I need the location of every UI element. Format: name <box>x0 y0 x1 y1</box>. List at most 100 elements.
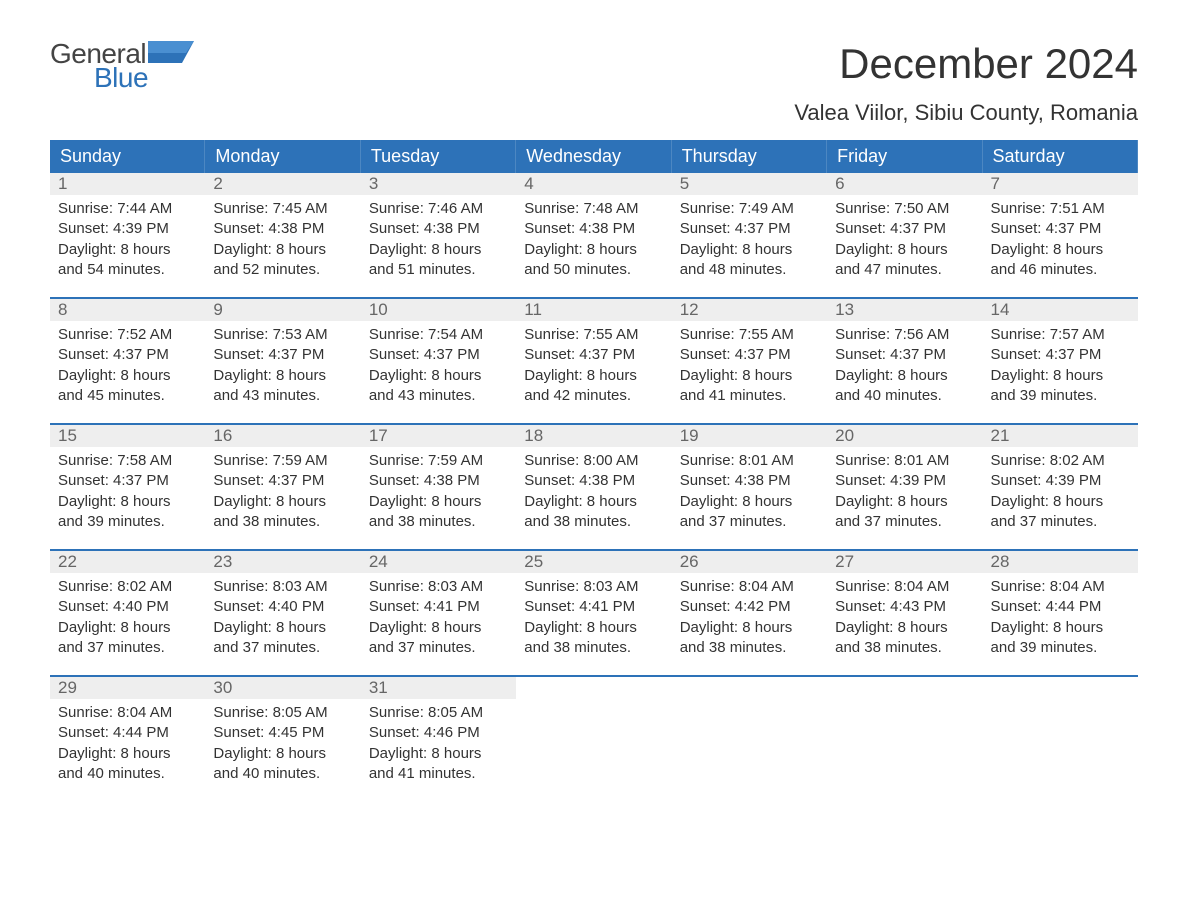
day-line-d1: Daylight: 8 hours <box>991 618 1130 638</box>
day-line-d1: Daylight: 8 hours <box>369 366 508 386</box>
day-number: 22 <box>50 551 205 573</box>
day-line-d1: Daylight: 8 hours <box>835 492 974 512</box>
day-number-empty <box>516 677 671 699</box>
day-cell: 26Sunrise: 8:04 AMSunset: 4:42 PMDayligh… <box>672 551 827 675</box>
day-line-sunrise: Sunrise: 7:55 AM <box>524 325 663 345</box>
day-number-empty <box>827 677 982 699</box>
day-number: 27 <box>827 551 982 573</box>
calendar: Sunday Monday Tuesday Wednesday Thursday… <box>50 140 1138 801</box>
day-line-d2: and 50 minutes. <box>524 260 663 280</box>
day-line-d2: and 54 minutes. <box>58 260 197 280</box>
day-line-d1: Daylight: 8 hours <box>213 240 352 260</box>
day-number: 31 <box>361 677 516 699</box>
day-number: 6 <box>827 173 982 195</box>
day-cell: 17Sunrise: 7:59 AMSunset: 4:38 PMDayligh… <box>361 425 516 549</box>
day-line-sunset: Sunset: 4:41 PM <box>524 597 663 617</box>
day-line-sunset: Sunset: 4:37 PM <box>991 345 1130 365</box>
day-line-sunset: Sunset: 4:38 PM <box>369 471 508 491</box>
day-line-sunrise: Sunrise: 8:04 AM <box>991 577 1130 597</box>
day-header-thu: Thursday <box>672 140 827 173</box>
day-line-d1: Daylight: 8 hours <box>524 618 663 638</box>
day-cell: 23Sunrise: 8:03 AMSunset: 4:40 PMDayligh… <box>205 551 360 675</box>
day-line-sunset: Sunset: 4:39 PM <box>835 471 974 491</box>
day-line-sunset: Sunset: 4:37 PM <box>835 345 974 365</box>
day-number: 21 <box>983 425 1138 447</box>
day-number: 2 <box>205 173 360 195</box>
day-body: Sunrise: 7:50 AMSunset: 4:37 PMDaylight:… <box>827 199 982 280</box>
day-body: Sunrise: 8:01 AMSunset: 4:38 PMDaylight:… <box>672 451 827 532</box>
day-line-d1: Daylight: 8 hours <box>835 240 974 260</box>
day-line-sunset: Sunset: 4:39 PM <box>58 219 197 239</box>
day-header-tue: Tuesday <box>361 140 516 173</box>
day-header-sat: Saturday <box>983 140 1138 173</box>
day-header-row: Sunday Monday Tuesday Wednesday Thursday… <box>50 140 1138 173</box>
day-line-d2: and 37 minutes. <box>680 512 819 532</box>
day-line-sunrise: Sunrise: 8:03 AM <box>524 577 663 597</box>
day-cell: 14Sunrise: 7:57 AMSunset: 4:37 PMDayligh… <box>983 299 1138 423</box>
day-line-sunset: Sunset: 4:44 PM <box>58 723 197 743</box>
day-line-d2: and 39 minutes. <box>58 512 197 532</box>
day-line-sunset: Sunset: 4:37 PM <box>213 345 352 365</box>
day-line-sunset: Sunset: 4:38 PM <box>213 219 352 239</box>
day-line-sunrise: Sunrise: 8:04 AM <box>835 577 974 597</box>
day-cell: 8Sunrise: 7:52 AMSunset: 4:37 PMDaylight… <box>50 299 205 423</box>
day-number: 29 <box>50 677 205 699</box>
day-line-d1: Daylight: 8 hours <box>680 618 819 638</box>
day-line-d2: and 52 minutes. <box>213 260 352 280</box>
day-line-sunset: Sunset: 4:40 PM <box>58 597 197 617</box>
day-line-sunset: Sunset: 4:43 PM <box>835 597 974 617</box>
day-body: Sunrise: 8:03 AMSunset: 4:41 PMDaylight:… <box>361 577 516 658</box>
day-cell <box>827 677 982 801</box>
page-title: December 2024 <box>839 40 1138 88</box>
day-number: 30 <box>205 677 360 699</box>
day-header-wed: Wednesday <box>516 140 671 173</box>
day-number: 20 <box>827 425 982 447</box>
day-line-d1: Daylight: 8 hours <box>524 492 663 512</box>
day-line-d2: and 43 minutes. <box>213 386 352 406</box>
day-cell: 29Sunrise: 8:04 AMSunset: 4:44 PMDayligh… <box>50 677 205 801</box>
day-cell: 7Sunrise: 7:51 AMSunset: 4:37 PMDaylight… <box>983 173 1138 297</box>
day-line-d2: and 40 minutes. <box>58 764 197 784</box>
week-row: 29Sunrise: 8:04 AMSunset: 4:44 PMDayligh… <box>50 675 1138 801</box>
day-body: Sunrise: 8:04 AMSunset: 4:42 PMDaylight:… <box>672 577 827 658</box>
day-line-d1: Daylight: 8 hours <box>680 492 819 512</box>
day-line-d2: and 37 minutes. <box>213 638 352 658</box>
day-line-sunrise: Sunrise: 7:58 AM <box>58 451 197 471</box>
day-line-sunrise: Sunrise: 8:05 AM <box>369 703 508 723</box>
day-number: 9 <box>205 299 360 321</box>
day-cell: 2 Sunrise: 7:45 AMSunset: 4:38 PMDaylight… <box>205 173 360 297</box>
day-body: Sunrise: 7:44 AMSunset: 4:39 PMDaylight:… <box>50 199 205 280</box>
week-row: 8Sunrise: 7:52 AMSunset: 4:37 PMDaylight… <box>50 297 1138 423</box>
day-body: Sunrise: 8:01 AMSunset: 4:39 PMDaylight:… <box>827 451 982 532</box>
day-line-sunset: Sunset: 4:37 PM <box>680 219 819 239</box>
day-line-sunset: Sunset: 4:38 PM <box>369 219 508 239</box>
day-line-sunrise: Sunrise: 7:50 AM <box>835 199 974 219</box>
day-line-sunrise: Sunrise: 7:57 AM <box>991 325 1130 345</box>
day-number: 7 <box>983 173 1138 195</box>
logo-flag-icon <box>148 41 194 63</box>
day-line-d2: and 40 minutes. <box>835 386 974 406</box>
day-line-sunrise: Sunrise: 7:53 AM <box>213 325 352 345</box>
day-line-d1: Daylight: 8 hours <box>58 240 197 260</box>
day-line-sunrise: Sunrise: 7:48 AM <box>524 199 663 219</box>
day-cell: 12Sunrise: 7:55 AMSunset: 4:37 PMDayligh… <box>672 299 827 423</box>
day-number: 13 <box>827 299 982 321</box>
day-line-sunset: Sunset: 4:42 PM <box>680 597 819 617</box>
day-body: Sunrise: 8:03 AMSunset: 4:40 PMDaylight:… <box>205 577 360 658</box>
day-line-d2: and 37 minutes. <box>369 638 508 658</box>
day-line-d1: Daylight: 8 hours <box>369 240 508 260</box>
day-cell: 16Sunrise: 7:59 AMSunset: 4:37 PMDayligh… <box>205 425 360 549</box>
day-line-sunrise: Sunrise: 8:03 AM <box>213 577 352 597</box>
day-line-d1: Daylight: 8 hours <box>680 240 819 260</box>
day-line-sunrise: Sunrise: 7:45 AM <box>213 199 352 219</box>
day-cell: 21Sunrise: 8:02 AMSunset: 4:39 PMDayligh… <box>983 425 1138 549</box>
day-line-sunset: Sunset: 4:37 PM <box>369 345 508 365</box>
day-cell: 27Sunrise: 8:04 AMSunset: 4:43 PMDayligh… <box>827 551 982 675</box>
day-number: 12 <box>672 299 827 321</box>
day-line-sunrise: Sunrise: 8:01 AM <box>680 451 819 471</box>
day-line-d1: Daylight: 8 hours <box>369 618 508 638</box>
day-cell: 5Sunrise: 7:49 AMSunset: 4:37 PMDaylight… <box>672 173 827 297</box>
day-line-sunset: Sunset: 4:38 PM <box>524 219 663 239</box>
day-cell: 1Sunrise: 7:44 AMSunset: 4:39 PMDaylight… <box>50 173 205 297</box>
day-line-sunrise: Sunrise: 8:04 AM <box>680 577 819 597</box>
